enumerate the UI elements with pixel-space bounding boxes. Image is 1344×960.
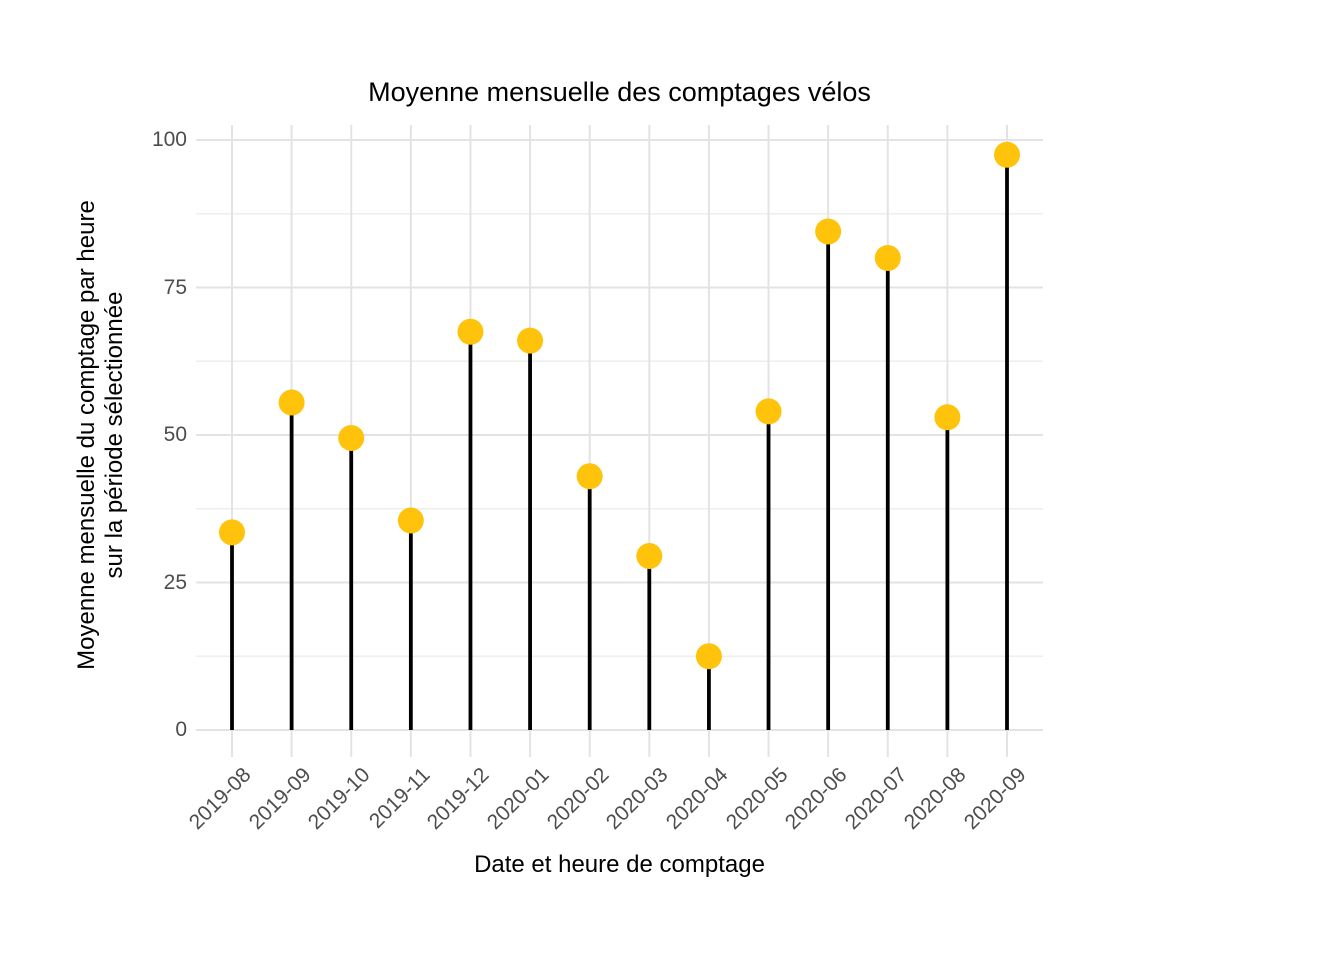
y-axis-title-line-1: Moyenne mensuelle du comptage par heure: [73, 200, 100, 670]
lollipop-point: [457, 318, 484, 345]
lollipop-point: [815, 218, 842, 245]
y-tick-label: 25: [163, 570, 187, 594]
lollipop-point: [517, 327, 544, 354]
x-axis-title: Date et heure de comptage: [474, 851, 765, 878]
lollipop-point: [397, 507, 424, 534]
lollipop-point: [994, 141, 1020, 168]
y-tick-label: 75: [163, 275, 187, 299]
y-axis-title: Moyenne mensuelle du comptage par heure …: [73, 135, 129, 735]
lollipop-point: [636, 542, 663, 569]
lollipop-point: [874, 245, 901, 271]
lollipop-point: [934, 404, 961, 431]
lollipop-point: [219, 519, 245, 546]
lollipop-point: [576, 463, 603, 490]
lollipop-point: [338, 424, 365, 451]
y-axis-title-line-2: sur la période sélectionnée: [101, 291, 128, 579]
y-tick-label: 100: [151, 128, 187, 151]
y-tick-label: 0: [175, 718, 187, 741]
lollipop-point: [278, 389, 305, 416]
lollipop-point: [755, 398, 782, 425]
lollipop-point: [695, 643, 722, 670]
chart-title: Moyenne mensuelle des comptages vélos: [368, 77, 871, 107]
y-tick-label: 50: [163, 423, 187, 446]
